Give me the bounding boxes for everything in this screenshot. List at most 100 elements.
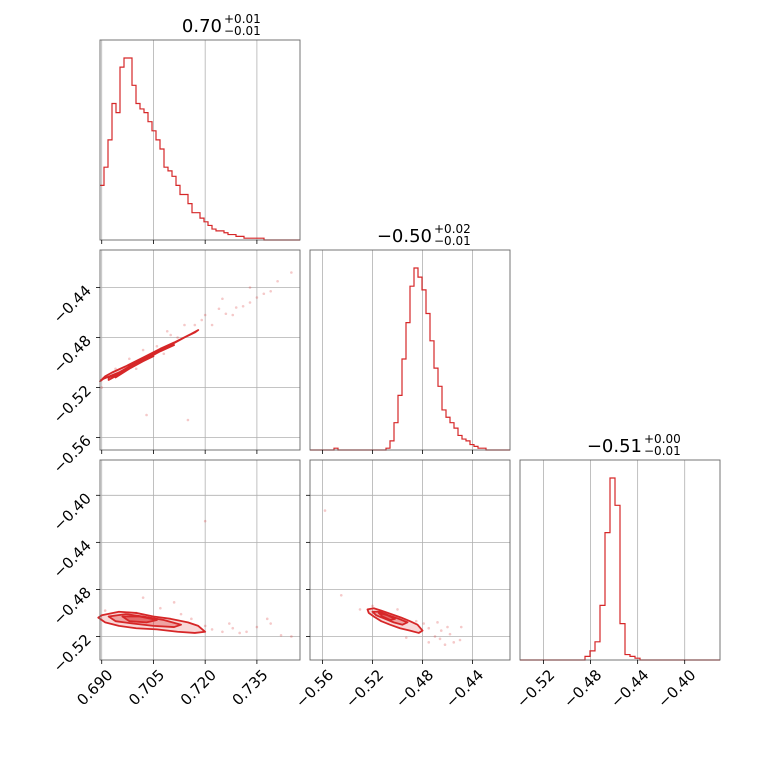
scatter-point bbox=[238, 631, 241, 635]
scatter-point bbox=[114, 367, 117, 371]
scatter-point bbox=[248, 301, 252, 304]
scatter-point bbox=[439, 629, 443, 632]
scatter-point bbox=[255, 296, 259, 299]
scatter-point bbox=[231, 626, 235, 630]
panel-frame bbox=[309, 459, 511, 661]
scatter-point bbox=[255, 625, 259, 629]
scatter-point bbox=[128, 357, 131, 361]
x-tick-label: 0.705 bbox=[125, 666, 168, 709]
scatter-point bbox=[100, 386, 104, 389]
scatter-point bbox=[427, 626, 431, 630]
scatter-point bbox=[279, 633, 283, 637]
y-tick-label: −0.40 bbox=[50, 489, 95, 534]
y-tick-label: −0.52 bbox=[50, 382, 95, 427]
scatter-point bbox=[458, 638, 462, 642]
scatter-point bbox=[186, 418, 190, 422]
panel-title-p2: −0.51 bbox=[587, 436, 642, 457]
scatter-point bbox=[459, 625, 463, 629]
title-upper-error: +0.00 bbox=[644, 432, 681, 446]
scatter-point bbox=[290, 635, 293, 638]
title-upper-error: +0.02 bbox=[434, 222, 471, 236]
scatter-point bbox=[159, 606, 162, 610]
scatter-point bbox=[448, 632, 452, 636]
title-upper-error: +0.01 bbox=[224, 12, 261, 26]
scatter-point bbox=[433, 635, 437, 638]
x-tick-label: 0.720 bbox=[177, 666, 220, 709]
scatter-point bbox=[203, 313, 207, 317]
scatter-point bbox=[224, 312, 228, 316]
scatter-point bbox=[183, 323, 186, 327]
scatter-point bbox=[203, 624, 207, 628]
scatter-point bbox=[446, 625, 449, 629]
scatter-point bbox=[404, 636, 408, 639]
panel-frame bbox=[309, 249, 511, 451]
scatter-point bbox=[241, 304, 245, 308]
contour-level-3 bbox=[377, 612, 396, 621]
scatter-point bbox=[169, 333, 172, 337]
scatter-point bbox=[179, 612, 183, 616]
histogram-p2 bbox=[520, 477, 720, 661]
scatter-point bbox=[422, 622, 426, 625]
scatter-point bbox=[176, 336, 179, 339]
y-tick-label: −0.48 bbox=[50, 332, 95, 377]
y-tick-label: −0.44 bbox=[50, 536, 95, 581]
scatter-point bbox=[438, 637, 442, 641]
scatter-point bbox=[234, 306, 238, 309]
panel-frame bbox=[519, 459, 721, 661]
scatter-point bbox=[141, 348, 145, 352]
title-lower-error: −0.01 bbox=[644, 444, 681, 458]
x-tick-label: −0.56 bbox=[292, 666, 337, 711]
scatter-point bbox=[221, 297, 224, 301]
scatter-point bbox=[217, 307, 221, 311]
scatter-point bbox=[290, 271, 293, 274]
scatter-point bbox=[155, 344, 159, 348]
panel-title-p0: 0.70 bbox=[182, 16, 222, 37]
scatter-point bbox=[323, 509, 327, 512]
scatter-point bbox=[414, 619, 418, 623]
scatter-point bbox=[203, 519, 207, 523]
y-tick-label: −0.48 bbox=[50, 584, 95, 629]
scatter-point bbox=[193, 323, 197, 327]
x-tick-label: −0.40 bbox=[654, 666, 699, 711]
scatter-point bbox=[172, 601, 176, 604]
scatter-point bbox=[452, 641, 456, 644]
panel-frame bbox=[99, 249, 301, 451]
x-tick-label: 0.735 bbox=[229, 666, 272, 709]
x-tick-label: −0.52 bbox=[342, 666, 387, 711]
scatter-point bbox=[248, 286, 252, 289]
scatter-point bbox=[371, 604, 374, 608]
contour-level-3 bbox=[114, 355, 155, 379]
panel-title-p1: −0.50 bbox=[377, 226, 432, 247]
scatter-point bbox=[228, 622, 231, 625]
scatter-point bbox=[269, 622, 272, 625]
scatter-point bbox=[162, 352, 166, 356]
panel-frame bbox=[99, 39, 301, 241]
panel-frame bbox=[99, 459, 301, 661]
scatter-point bbox=[200, 318, 204, 322]
scatter-point bbox=[210, 628, 214, 631]
x-tick-label: −0.48 bbox=[392, 666, 437, 711]
scatter-point bbox=[443, 643, 447, 647]
scatter-point bbox=[190, 617, 193, 621]
scatter-point bbox=[358, 608, 362, 611]
scatter-point bbox=[210, 323, 214, 327]
title-lower-error: −0.01 bbox=[434, 234, 471, 248]
scatter-point bbox=[276, 279, 279, 283]
scatter-point bbox=[436, 621, 439, 624]
x-tick-label: 0.690 bbox=[73, 666, 116, 709]
scatter-point bbox=[231, 313, 235, 317]
y-tick-label: −0.56 bbox=[50, 432, 95, 477]
scatter-point bbox=[265, 617, 269, 621]
scatter-point bbox=[262, 292, 266, 296]
contour-level-3 bbox=[121, 615, 158, 624]
x-tick-label: −0.44 bbox=[607, 666, 652, 711]
scatter-point bbox=[427, 641, 431, 644]
histogram-p0 bbox=[100, 57, 300, 241]
scatter-point bbox=[339, 593, 343, 597]
title-lower-error: −0.01 bbox=[224, 24, 261, 38]
scatter-point bbox=[269, 289, 272, 293]
scatter-point bbox=[245, 630, 248, 634]
scatter-point bbox=[221, 630, 224, 634]
scatter-point bbox=[165, 329, 169, 333]
